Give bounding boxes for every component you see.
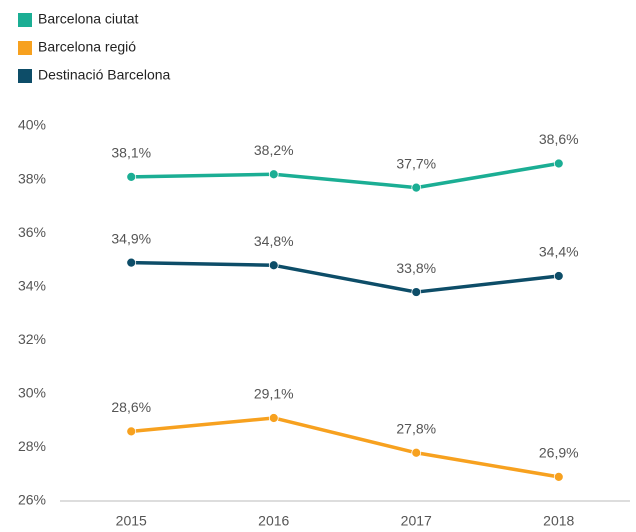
legend-swatch xyxy=(18,13,32,27)
series-line xyxy=(131,161,560,190)
legend-swatch xyxy=(18,41,32,55)
data-point xyxy=(268,413,279,423)
data-point xyxy=(126,257,137,268)
data-label: 38,6% xyxy=(539,131,579,147)
data-point xyxy=(553,471,564,482)
data-point xyxy=(268,260,279,271)
data-label: 37,7% xyxy=(396,155,436,171)
x-tick-label: 2016 xyxy=(258,513,289,529)
y-tick-label: 38% xyxy=(18,170,46,186)
data-point xyxy=(126,426,137,437)
data-point xyxy=(268,169,279,180)
data-point xyxy=(553,158,564,169)
data-label: 38,1% xyxy=(111,145,151,161)
y-tick-label: 32% xyxy=(18,331,46,347)
data-point xyxy=(126,171,137,182)
data-point xyxy=(411,182,422,193)
data-label: 29,1% xyxy=(254,386,294,402)
legend-label: Barcelona regió xyxy=(38,39,136,55)
x-tick-label: 2017 xyxy=(401,513,432,529)
legend-swatch xyxy=(18,69,32,83)
data-label: 28,6% xyxy=(111,399,151,415)
x-tick-label: 2018 xyxy=(543,513,574,529)
y-tick-label: 36% xyxy=(18,224,46,240)
y-tick-label: 34% xyxy=(18,277,46,293)
data-label: 33,8% xyxy=(396,260,436,276)
data-point xyxy=(553,271,564,281)
data-label: 26,9% xyxy=(539,445,579,461)
legend-label: Barcelona ciutat xyxy=(38,11,139,27)
y-tick-label: 40% xyxy=(18,117,46,133)
data-label: 34,8% xyxy=(254,233,294,249)
data-point xyxy=(411,287,422,297)
legend-label: Destinació Barcelona xyxy=(38,67,171,83)
data-point xyxy=(411,447,422,458)
y-tick-label: 26% xyxy=(18,492,46,508)
data-label: 38,2% xyxy=(254,142,294,158)
series-line xyxy=(131,260,559,294)
x-tick-label: 2015 xyxy=(116,513,147,529)
data-label: 34,9% xyxy=(111,230,151,246)
series-line xyxy=(131,416,560,479)
data-label: 27,8% xyxy=(396,420,436,436)
y-tick-label: 28% xyxy=(18,438,46,454)
y-tick-label: 30% xyxy=(18,385,46,401)
data-label: 34,4% xyxy=(539,244,579,260)
